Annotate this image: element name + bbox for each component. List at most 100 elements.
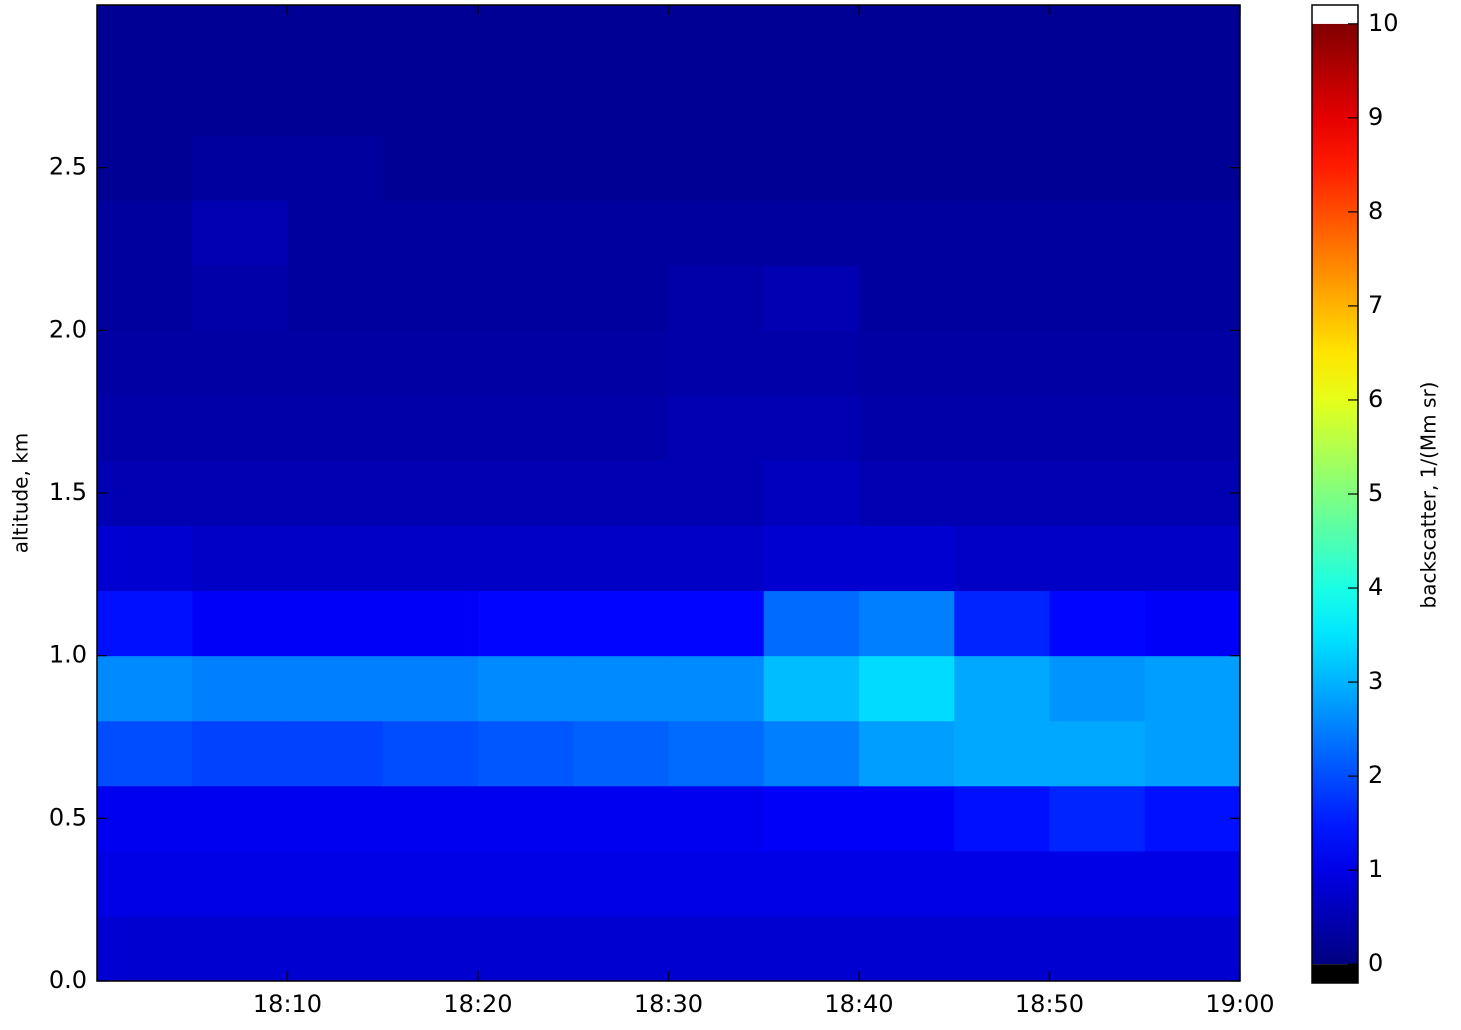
cell bbox=[763, 200, 860, 266]
cell bbox=[1049, 200, 1146, 266]
cell bbox=[859, 265, 955, 331]
cell bbox=[1049, 70, 1146, 136]
x-tick-label: 18:20 bbox=[443, 990, 512, 1018]
cell bbox=[763, 5, 860, 71]
cell bbox=[478, 915, 574, 982]
cell bbox=[97, 330, 193, 396]
cell bbox=[382, 525, 479, 592]
cell bbox=[859, 655, 955, 722]
cell bbox=[382, 655, 479, 722]
cell bbox=[97, 655, 193, 722]
cell bbox=[1049, 655, 1146, 722]
cell bbox=[859, 785, 955, 852]
cell bbox=[97, 785, 193, 852]
cell bbox=[478, 785, 574, 852]
cell bbox=[1144, 200, 1241, 266]
x-tick-label: 18:40 bbox=[824, 990, 893, 1018]
cell bbox=[1144, 330, 1241, 396]
cell bbox=[954, 200, 1050, 266]
cell bbox=[668, 265, 765, 331]
cell bbox=[859, 460, 955, 527]
cell bbox=[97, 395, 193, 461]
cell bbox=[192, 525, 288, 592]
cell bbox=[763, 330, 860, 396]
cell bbox=[954, 460, 1050, 527]
cell bbox=[478, 200, 574, 266]
colorbar-tick-label: 1 bbox=[1368, 855, 1383, 883]
cell bbox=[668, 135, 765, 201]
cell bbox=[859, 720, 955, 787]
cell bbox=[1049, 395, 1146, 461]
cell bbox=[573, 460, 669, 527]
cell bbox=[97, 265, 193, 331]
cell bbox=[1144, 395, 1241, 461]
cell bbox=[859, 5, 955, 71]
cell bbox=[954, 850, 1050, 917]
cell bbox=[668, 720, 765, 787]
cell bbox=[573, 850, 669, 917]
cell bbox=[668, 5, 765, 71]
cell bbox=[382, 460, 479, 527]
cell bbox=[573, 265, 669, 331]
cell bbox=[668, 200, 765, 266]
cell bbox=[763, 655, 860, 722]
cell bbox=[478, 460, 574, 527]
colorbar-tick-label: 0 bbox=[1368, 949, 1383, 977]
cell bbox=[763, 720, 860, 787]
cell bbox=[573, 655, 669, 722]
cell bbox=[1144, 265, 1241, 331]
cell bbox=[573, 590, 669, 657]
cell bbox=[287, 395, 384, 461]
colorbar-tick-label: 7 bbox=[1368, 291, 1383, 319]
cell bbox=[192, 590, 288, 657]
cell bbox=[192, 135, 288, 201]
cell bbox=[668, 590, 765, 657]
cell bbox=[573, 395, 669, 461]
cell bbox=[382, 5, 479, 71]
cell bbox=[1144, 525, 1241, 592]
cell bbox=[668, 70, 765, 136]
cell bbox=[478, 135, 574, 201]
cell bbox=[382, 590, 479, 657]
cell bbox=[954, 70, 1050, 136]
cell bbox=[1049, 460, 1146, 527]
y-tick-label: 1.5 bbox=[49, 478, 87, 506]
cell bbox=[192, 655, 288, 722]
cell bbox=[382, 395, 479, 461]
y-tick-label: 1.0 bbox=[49, 641, 87, 669]
colorbar-label: backscatter, 1/(Mm sr) bbox=[1417, 382, 1441, 609]
cell bbox=[97, 720, 193, 787]
cell bbox=[1049, 330, 1146, 396]
cell bbox=[382, 785, 479, 852]
cell bbox=[287, 135, 384, 201]
cell bbox=[573, 330, 669, 396]
cell bbox=[573, 525, 669, 592]
cell bbox=[478, 5, 574, 71]
cell bbox=[954, 265, 1050, 331]
cell bbox=[954, 525, 1050, 592]
cell bbox=[287, 915, 384, 982]
cell bbox=[192, 330, 288, 396]
cell bbox=[1144, 915, 1241, 982]
cell bbox=[97, 70, 193, 136]
cell bbox=[287, 200, 384, 266]
cell bbox=[478, 720, 574, 787]
heatmap bbox=[97, 5, 1241, 982]
cell bbox=[382, 200, 479, 266]
cell bbox=[573, 5, 669, 71]
cell bbox=[763, 460, 860, 527]
cell bbox=[478, 70, 574, 136]
cell bbox=[97, 525, 193, 592]
x-tick-label: 18:50 bbox=[1015, 990, 1084, 1018]
x-tick-label: 18:10 bbox=[253, 990, 322, 1018]
cell bbox=[97, 135, 193, 201]
cell bbox=[97, 850, 193, 917]
cell bbox=[192, 395, 288, 461]
cell bbox=[954, 720, 1050, 787]
cell bbox=[1144, 70, 1241, 136]
colorbar-tick-label: 4 bbox=[1368, 573, 1383, 601]
colorbar-tick-label: 3 bbox=[1368, 667, 1383, 695]
cell bbox=[668, 850, 765, 917]
cell bbox=[192, 265, 288, 331]
colorbar-tick-label: 2 bbox=[1368, 761, 1383, 789]
